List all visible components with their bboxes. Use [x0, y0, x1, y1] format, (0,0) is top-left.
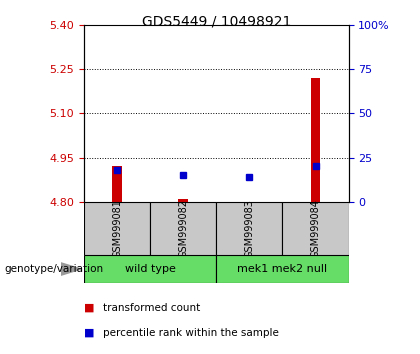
Polygon shape: [61, 263, 81, 275]
Bar: [310, 78, 320, 202]
Text: GSM999083: GSM999083: [244, 199, 255, 258]
FancyBboxPatch shape: [216, 202, 282, 255]
Text: ■: ■: [84, 303, 94, 313]
Text: percentile rank within the sample: percentile rank within the sample: [103, 328, 279, 338]
Bar: [178, 199, 188, 202]
FancyBboxPatch shape: [84, 255, 216, 283]
Bar: [112, 166, 122, 202]
Text: GSM999082: GSM999082: [178, 199, 188, 258]
FancyBboxPatch shape: [84, 202, 150, 255]
Text: ■: ■: [84, 328, 94, 338]
Text: mek1 mek2 null: mek1 mek2 null: [237, 264, 328, 274]
Text: wild type: wild type: [125, 264, 176, 274]
FancyBboxPatch shape: [216, 255, 349, 283]
Text: transformed count: transformed count: [103, 303, 200, 313]
Text: GDS5449 / 10498921: GDS5449 / 10498921: [142, 14, 291, 28]
Text: genotype/variation: genotype/variation: [4, 264, 103, 274]
Bar: [244, 202, 255, 203]
FancyBboxPatch shape: [282, 202, 349, 255]
Text: GSM999084: GSM999084: [310, 199, 320, 258]
FancyBboxPatch shape: [150, 202, 216, 255]
Text: GSM999081: GSM999081: [112, 199, 122, 258]
